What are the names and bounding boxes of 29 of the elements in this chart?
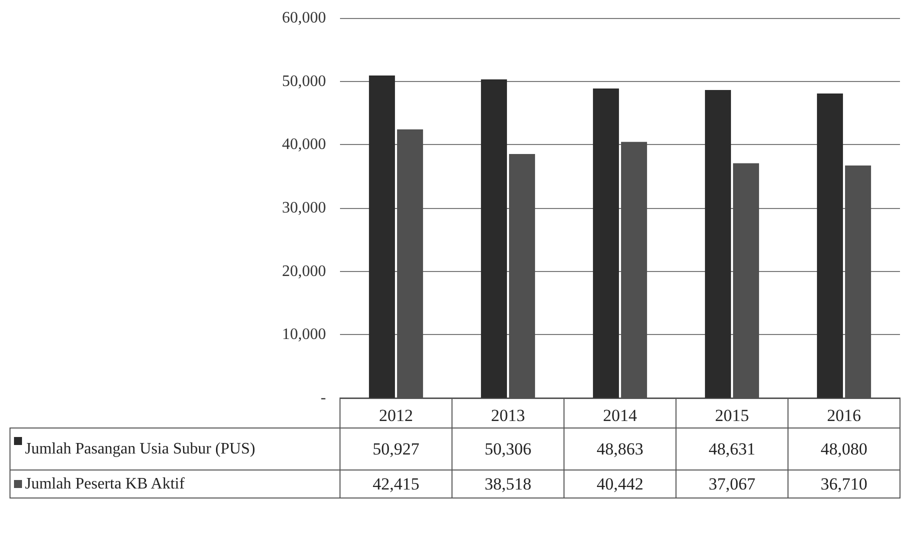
x-tick-label: 2013	[491, 406, 525, 425]
data-label: 42,415	[372, 474, 420, 494]
y-tick-label: -	[320, 390, 326, 406]
data-label: 36,710	[820, 474, 868, 494]
bar	[480, 79, 507, 398]
data-label: 38,518	[484, 474, 532, 494]
bar	[368, 75, 395, 398]
x-tick-label: 2015	[715, 406, 749, 425]
data-label: 50,306	[484, 440, 532, 458]
legend-label: Jumlah Pasangan Usia Subur (PUS)	[25, 440, 256, 458]
x-tick-label: 2016	[827, 406, 861, 425]
y-tick-label: 20,000	[282, 262, 326, 280]
legend-label: Jumlah Peserta KB Aktif	[25, 476, 186, 492]
bar	[704, 90, 731, 398]
data-label: 40,442	[596, 474, 644, 494]
data-label: 50,927	[372, 440, 420, 458]
data-label: 37,067	[708, 474, 756, 494]
data-label: 48,863	[596, 440, 644, 458]
x-tick-label: 2014	[603, 406, 638, 425]
bar	[816, 93, 843, 398]
bar	[592, 88, 619, 398]
y-tick-label: 50,000	[282, 72, 326, 90]
data-label: 48,080	[820, 440, 868, 458]
x-tick-label: 2012	[379, 406, 413, 425]
y-tick-label: 60,000	[282, 10, 326, 26]
y-tick-label: 30,000	[282, 200, 326, 216]
data-label: 48,631	[708, 440, 756, 458]
y-tick-label: 10,000	[282, 326, 326, 344]
y-tick-label: 40,000	[282, 136, 326, 154]
